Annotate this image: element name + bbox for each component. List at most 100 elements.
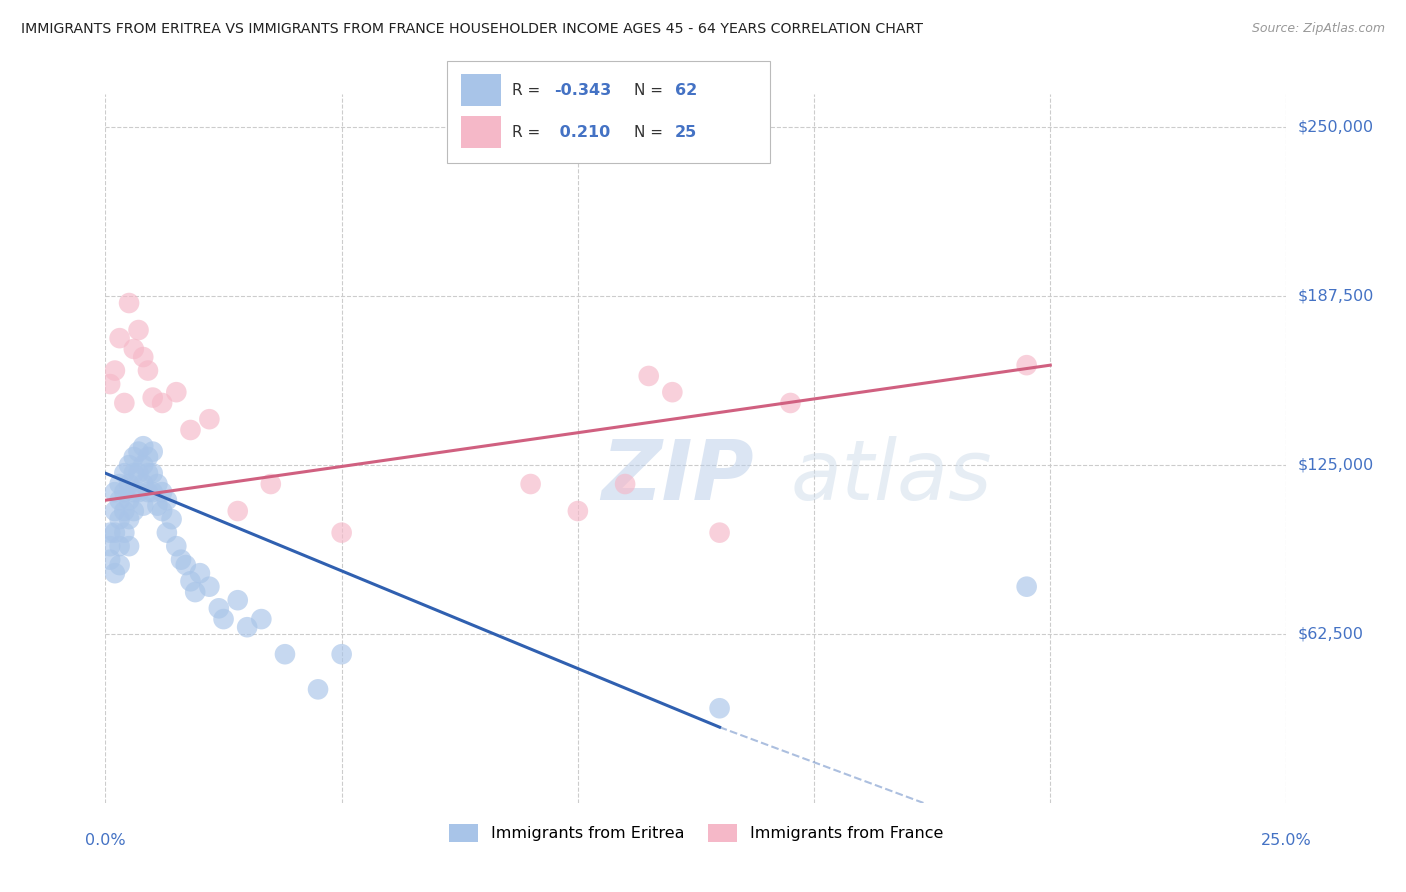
Point: [118, 539, 141, 553]
Point: [132, 458, 155, 472]
Point: [132, 499, 155, 513]
Point: [112, 504, 135, 518]
Point: [128, 323, 150, 337]
Text: 25: 25: [675, 125, 697, 139]
Text: -0.343: -0.343: [554, 83, 612, 97]
Point: [188, 566, 211, 581]
Point: [98, 525, 121, 540]
Text: N =: N =: [634, 83, 668, 97]
Point: [614, 477, 637, 491]
Point: [118, 477, 141, 491]
Point: [661, 385, 683, 400]
Legend: Immigrants from Eritrea, Immigrants from France: Immigrants from Eritrea, Immigrants from…: [443, 818, 949, 848]
Point: [198, 412, 221, 426]
Point: [132, 350, 155, 364]
Point: [236, 620, 259, 634]
Point: [637, 368, 659, 383]
Point: [112, 467, 135, 481]
Point: [108, 558, 131, 572]
Point: [226, 504, 249, 518]
Point: [160, 512, 183, 526]
Text: ZIP: ZIP: [602, 436, 754, 517]
Text: $125,000: $125,000: [1298, 458, 1374, 473]
Point: [112, 525, 135, 540]
Text: atlas: atlas: [790, 436, 993, 517]
Point: [307, 682, 329, 697]
Point: [108, 477, 131, 491]
Point: [136, 450, 159, 464]
Point: [1015, 358, 1038, 372]
Point: [128, 485, 150, 500]
Point: [779, 396, 801, 410]
Point: [112, 396, 135, 410]
Point: [108, 512, 131, 526]
Point: [212, 612, 235, 626]
Point: [709, 525, 731, 540]
Point: [146, 499, 169, 513]
Point: [112, 485, 135, 500]
Point: [128, 444, 150, 458]
Point: [142, 391, 165, 405]
Point: [1015, 580, 1038, 594]
Point: [250, 612, 273, 626]
Point: [136, 363, 159, 377]
Point: [108, 493, 131, 508]
Point: [156, 525, 179, 540]
Point: [226, 593, 249, 607]
Point: [108, 331, 131, 345]
Point: [104, 504, 127, 518]
Point: [198, 580, 221, 594]
Point: [132, 477, 155, 491]
Point: [118, 296, 141, 310]
Point: [104, 566, 127, 581]
Point: [142, 485, 165, 500]
Point: [179, 423, 201, 437]
Text: 0.0%: 0.0%: [86, 833, 125, 848]
Point: [118, 458, 141, 472]
Point: [174, 558, 197, 572]
Point: [118, 512, 141, 526]
Text: 0.210: 0.210: [554, 125, 610, 139]
Point: [150, 485, 173, 500]
Point: [170, 552, 193, 566]
Point: [128, 467, 150, 481]
Text: $62,500: $62,500: [1298, 626, 1364, 641]
Point: [122, 504, 145, 518]
Point: [165, 539, 187, 553]
Point: [142, 467, 165, 481]
Text: $187,500: $187,500: [1298, 289, 1374, 304]
Point: [122, 342, 145, 356]
Point: [104, 525, 127, 540]
Text: R =: R =: [512, 83, 546, 97]
Text: IMMIGRANTS FROM ERITREA VS IMMIGRANTS FROM FRANCE HOUSEHOLDER INCOME AGES 45 - 6: IMMIGRANTS FROM ERITREA VS IMMIGRANTS FR…: [21, 22, 924, 37]
Point: [132, 439, 155, 453]
Point: [146, 477, 169, 491]
Point: [108, 539, 131, 553]
Point: [150, 504, 173, 518]
Point: [156, 493, 179, 508]
Text: N =: N =: [634, 125, 668, 139]
Point: [98, 539, 121, 553]
Point: [142, 444, 165, 458]
Point: [567, 504, 589, 518]
Point: [260, 477, 283, 491]
Point: [98, 377, 121, 392]
Text: R =: R =: [512, 125, 546, 139]
Point: [208, 601, 231, 615]
Point: [122, 467, 145, 481]
Point: [104, 363, 127, 377]
Point: [122, 485, 145, 500]
Text: 25.0%: 25.0%: [1261, 833, 1312, 848]
Text: $250,000: $250,000: [1298, 120, 1374, 135]
Text: 62: 62: [675, 83, 697, 97]
Point: [150, 396, 173, 410]
Point: [136, 485, 159, 500]
Point: [709, 701, 731, 715]
Point: [122, 450, 145, 464]
Point: [274, 647, 297, 661]
Point: [330, 647, 353, 661]
Point: [136, 467, 159, 481]
Text: Source: ZipAtlas.com: Source: ZipAtlas.com: [1251, 22, 1385, 36]
Point: [179, 574, 201, 589]
Point: [519, 477, 541, 491]
